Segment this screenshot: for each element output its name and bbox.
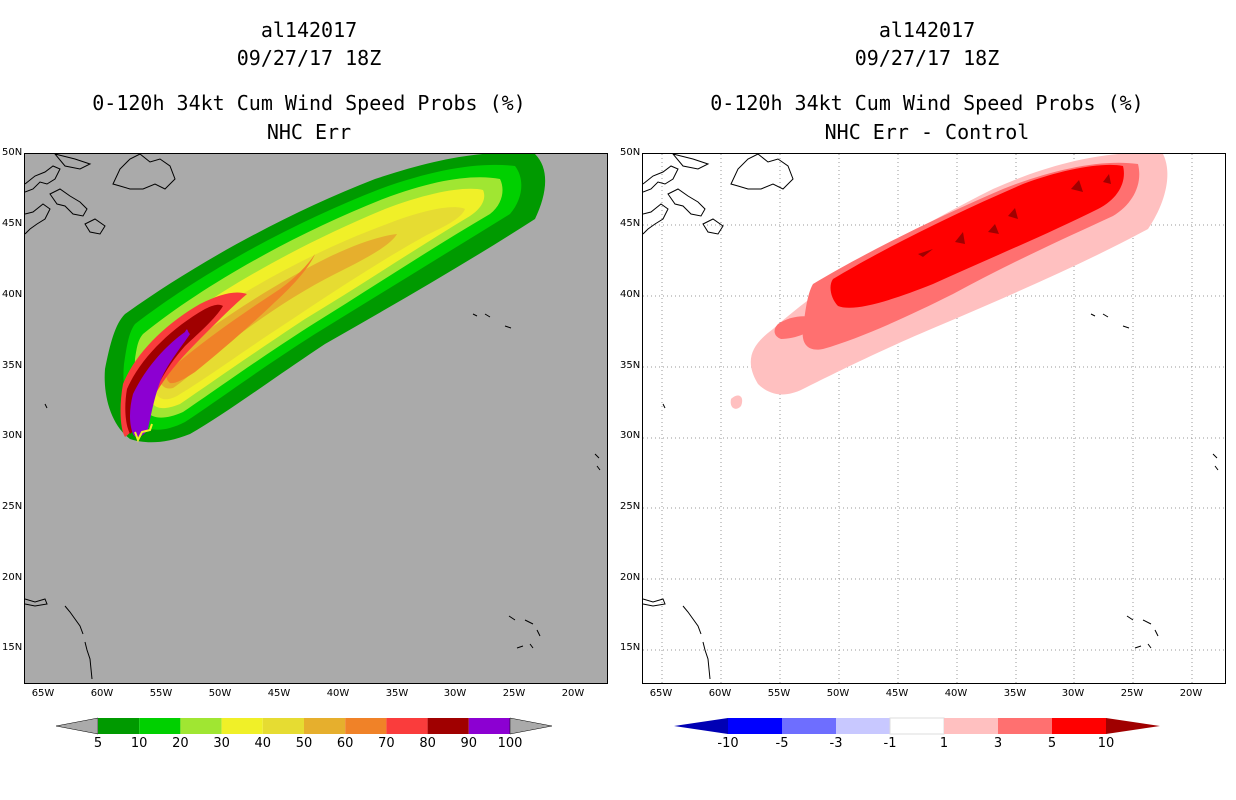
right-colorbar-swatch [944,718,998,734]
left-lon-label: 65W [31,688,55,699]
right-colorbar-label: 10 [1097,736,1115,751]
right-lon-label: 30W [1061,688,1085,699]
left-colorbar-label: 80 [419,736,436,751]
right-lon-label: 65W [649,688,673,699]
left-colorbar-label: 50 [295,736,313,751]
right-lat-label: 15N [620,642,641,653]
left-colorbar-swatch [427,718,469,734]
left-lon-label: 20W [561,688,585,699]
left-title: 0-120h 34kt Cum Wind Speed Probs (%) [92,91,526,115]
left-colorbar-label: 40 [254,736,272,751]
right-subtitle: NHC Err - Control [824,120,1030,144]
left-colorbar-swatch [221,718,263,734]
left-colorbar-label: 10 [130,736,148,751]
right-coastlines [643,154,1219,680]
left-lon-label: 25W [502,688,526,699]
left-lat-label: 15N [2,642,23,653]
right-lon-label: 55W [767,688,791,699]
right-colorbar-label: -10 [717,736,739,751]
left-colorbar-swatch [180,718,222,734]
right-lon-label: 60W [708,688,732,699]
left-datetime: 09/27/17 18Z [236,46,382,70]
left-subtitle: NHC Err [266,120,352,144]
right-colorbar-swatch [836,718,890,734]
left-lat-label: 25N [2,501,23,512]
left-colorbar-swatch [468,718,510,734]
left-colorbar-under-arrow [56,717,99,735]
left-lat-label: 45N [2,218,23,229]
right-colorbar-label: -1 [883,736,897,751]
left-coastlines [25,154,601,680]
right-colorbar-label: 5 [1047,736,1057,751]
left-map [24,153,608,684]
left-colorbar-swatch [386,718,428,734]
left-lat-label: 50N [2,147,23,158]
right-colorbar-under-arrow [674,718,728,734]
right-lon-label: 35W [1003,688,1027,699]
left-lat-label: 40N [2,289,23,300]
left-colorbar-label: 70 [378,736,395,751]
right-lat-label: 25N [620,501,641,512]
left-prob-contours [104,154,546,443]
left-lon-label: 60W [90,688,114,699]
right-lat-label: 35N [620,360,641,371]
right-lat-label: 50N [620,147,641,158]
right-lat-label: 40N [620,289,641,300]
left-lon-label: 40W [326,688,350,699]
right-colorbar-over-arrow [1106,718,1160,734]
right-colorbar-swatch [1052,718,1106,734]
right-lat-label: 45N [620,218,641,229]
left-colorbar-swatch [262,718,304,734]
right-colorbar-label: -5 [775,736,789,751]
left-colorbar-swatch [345,718,387,734]
left-colorbar-label: 30 [213,736,230,751]
right-colorbar-label: 3 [993,736,1003,751]
left-lat-label: 30N [2,430,23,441]
left-colorbar-swatch [98,718,140,734]
right-map [642,153,1226,684]
right-colorbar-label: 1 [939,736,949,751]
right-datetime: 09/27/17 18Z [854,46,1000,70]
left-lat-label: 35N [2,360,23,371]
left-colorbar-label: 5 [93,736,103,751]
right-colorbar [674,717,1160,735]
right-lon-label: 50W [826,688,850,699]
right-lat-label: 30N [620,430,641,441]
left-lon-label: 50W [208,688,232,699]
right-colorbar-swatch [728,718,782,734]
right-panel: al142017 09/27/17 18Z 0-120h 34kt Cum Wi… [618,0,1236,800]
left-lon-label: 35W [385,688,409,699]
left-colorbar-label: 20 [172,736,189,751]
left-storm-id: al142017 [260,18,358,42]
right-colorbar-swatch [782,718,836,734]
right-title: 0-120h 34kt Cum Wind Speed Probs (%) [710,91,1144,115]
left-lat-label: 20N [2,572,23,583]
left-colorbar-label: 60 [336,736,354,751]
left-lon-label: 45W [267,688,291,699]
left-panel: al142017 09/27/17 18Z 0-120h 34kt Cum Wi… [2,18,608,751]
left-colorbar-label: 90 [460,736,478,751]
left-colorbar-label: 100 [497,736,523,751]
right-lon-label: 40W [944,688,968,699]
right-lat-label: 20N [620,572,641,583]
right-diff-contours [730,154,1168,409]
left-colorbar-swatch [304,718,346,734]
right-colorbar-label: -3 [829,736,843,751]
left-colorbar-swatch [139,718,181,734]
right-storm-id: al142017 [878,18,976,42]
left-lon-label: 30W [443,688,467,699]
right-colorbar-swatch [889,717,945,735]
right-lon-label: 25W [1120,688,1144,699]
left-colorbar-over-arrow [509,717,553,735]
left-colorbar [56,717,553,735]
left-lon-label: 55W [149,688,173,699]
right-colorbar-swatch [998,718,1052,734]
right-lon-label: 20W [1179,688,1203,699]
right-lon-label: 45W [885,688,909,699]
